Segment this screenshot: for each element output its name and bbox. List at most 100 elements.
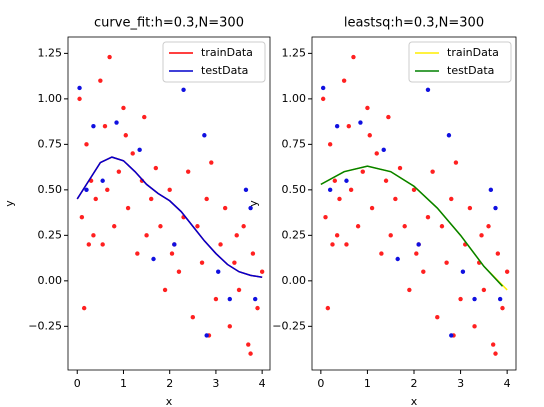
- point: [253, 296, 258, 302]
- point: [367, 133, 372, 138]
- point: [332, 178, 338, 183]
- point: [360, 169, 365, 174]
- point: [204, 333, 209, 338]
- chart-title: leastsq:h=0.3,N=300: [344, 16, 484, 31]
- point: [383, 178, 389, 183]
- point: [234, 233, 239, 238]
- point: [425, 87, 431, 92]
- point: [411, 187, 417, 193]
- point: [100, 242, 105, 247]
- y-tick-label: −0.25: [272, 319, 306, 332]
- point: [358, 120, 363, 125]
- point: [493, 205, 498, 211]
- point: [449, 196, 454, 202]
- point: [232, 260, 237, 265]
- point: [236, 287, 242, 293]
- y-tick-label: 0.75: [38, 137, 63, 150]
- point: [495, 251, 501, 256]
- point: [320, 85, 326, 91]
- point: [458, 296, 463, 302]
- point: [241, 224, 246, 229]
- point: [84, 187, 89, 193]
- x-tick-label: 2: [166, 377, 173, 390]
- point: [397, 165, 403, 171]
- point: [369, 205, 375, 211]
- y-tick-label: 0.50: [282, 183, 307, 196]
- y-tick-label: 0.00: [38, 274, 63, 287]
- point: [153, 165, 159, 171]
- point: [114, 120, 119, 125]
- point: [248, 351, 253, 356]
- point: [379, 251, 384, 256]
- point: [243, 187, 249, 193]
- point: [218, 242, 223, 247]
- x-tick-label: 4: [504, 377, 511, 390]
- point: [169, 251, 175, 256]
- point: [337, 196, 342, 202]
- point: [77, 96, 82, 102]
- legend-label: trainData: [447, 46, 499, 59]
- legend-label: testData: [447, 64, 494, 77]
- point: [209, 160, 214, 165]
- point: [425, 214, 431, 220]
- fit-line: [76, 156, 263, 278]
- point: [137, 147, 142, 153]
- legend-label: testData: [201, 64, 248, 77]
- point: [162, 287, 168, 293]
- point: [130, 151, 135, 156]
- point: [213, 296, 219, 302]
- point: [84, 142, 89, 147]
- point: [435, 315, 440, 320]
- point: [414, 251, 419, 256]
- point: [439, 224, 445, 229]
- point: [176, 269, 182, 274]
- point: [327, 142, 333, 147]
- point: [388, 233, 393, 238]
- fit-line: [320, 165, 508, 291]
- point: [255, 305, 260, 311]
- point: [86, 242, 92, 247]
- point: [402, 224, 407, 229]
- point: [348, 187, 354, 193]
- point: [481, 287, 487, 293]
- point: [500, 305, 505, 311]
- point: [102, 123, 108, 129]
- point: [325, 305, 331, 311]
- point: [386, 114, 391, 120]
- point: [490, 342, 496, 347]
- y-tick-label: 0.75: [282, 137, 307, 150]
- fit-line: [320, 165, 504, 287]
- point: [202, 133, 207, 138]
- x-tick-label: 3: [212, 377, 219, 390]
- point: [488, 187, 494, 193]
- y-axis-label: y: [247, 200, 260, 207]
- point: [446, 133, 452, 138]
- point: [365, 105, 370, 111]
- point: [395, 256, 400, 262]
- legend-label: trainData: [201, 46, 253, 59]
- point: [112, 224, 117, 229]
- point: [467, 205, 473, 211]
- point: [123, 133, 128, 138]
- point: [327, 187, 333, 193]
- point: [142, 114, 147, 120]
- point: [430, 169, 435, 174]
- point: [351, 54, 356, 60]
- point: [93, 196, 98, 202]
- point: [116, 169, 122, 174]
- point: [453, 160, 459, 165]
- point: [135, 251, 140, 256]
- point: [472, 296, 477, 302]
- point: [393, 196, 398, 202]
- point: [149, 196, 154, 202]
- point: [344, 178, 349, 183]
- point: [79, 214, 85, 220]
- legend-box: [408, 41, 512, 83]
- point: [407, 287, 412, 293]
- point: [98, 78, 103, 83]
- point: [355, 224, 361, 229]
- y-axis-label: y: [3, 200, 16, 207]
- y-tick-label: 1.00: [38, 92, 63, 105]
- point: [449, 333, 454, 338]
